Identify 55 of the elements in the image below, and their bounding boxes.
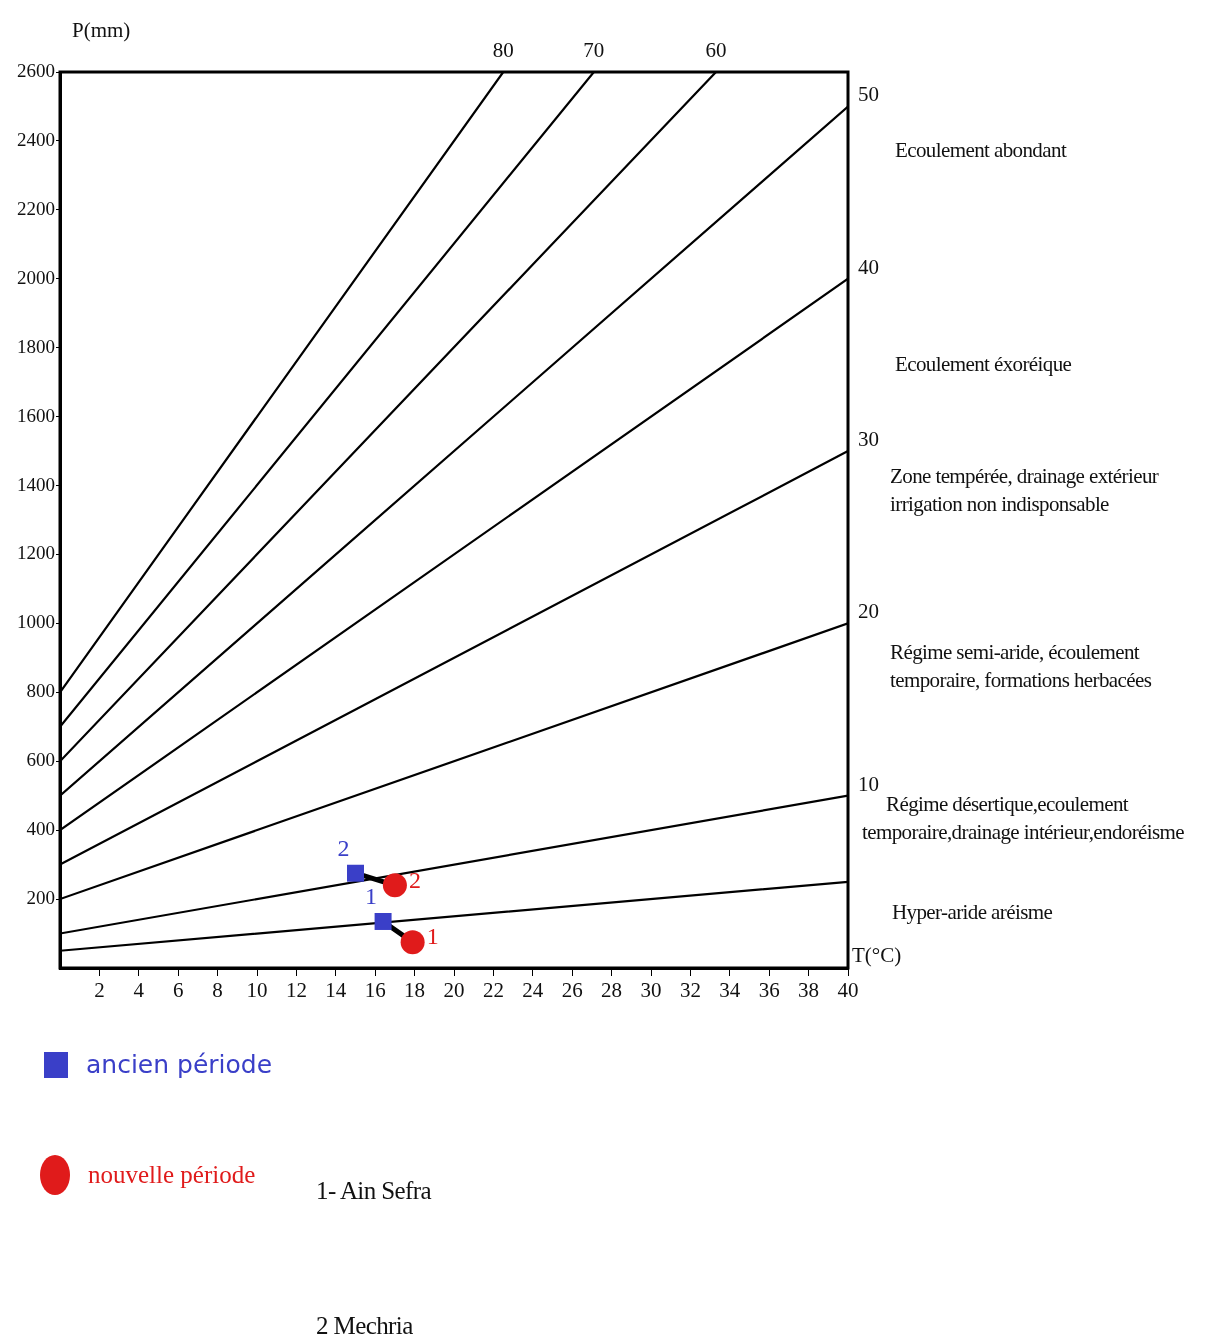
x-axis-title: T(°C) bbox=[852, 942, 902, 967]
text: 2 Mechria bbox=[316, 1311, 414, 1341]
annotation: 2 bbox=[408, 866, 421, 893]
series-label: 80 bbox=[492, 38, 514, 63]
x-tick-label: 36 bbox=[758, 978, 780, 1003]
y-axis-title: P(mm) bbox=[72, 18, 131, 43]
y-tick-label: 1400 bbox=[17, 473, 55, 495]
x-tick-label: 34 bbox=[719, 978, 741, 1003]
y-tick-label: 2400 bbox=[17, 128, 55, 150]
x-tick-label: 26 bbox=[561, 978, 583, 1003]
series-label: 70 bbox=[583, 38, 605, 63]
x-tick-label: 10 bbox=[246, 978, 268, 1003]
series-label: 30 bbox=[858, 427, 879, 452]
x-tick-label: 8 bbox=[212, 978, 223, 1003]
y-tick-label: 2000 bbox=[17, 266, 55, 288]
x-tick-label: 30 bbox=[640, 978, 662, 1003]
x-tick-label: 16 bbox=[364, 978, 386, 1003]
y-tick-label: 400 bbox=[26, 818, 55, 840]
y-tick-label: 1000 bbox=[17, 611, 55, 633]
x-tick-label: 18 bbox=[404, 978, 426, 1003]
y-tick-label: 800 bbox=[26, 680, 55, 702]
x-tick-label: 22 bbox=[482, 978, 504, 1003]
text: Hyper-aride aréisme bbox=[892, 899, 1054, 926]
x-tick-label: 2 bbox=[94, 978, 105, 1003]
text: Ecoulement éxoréique bbox=[895, 351, 1073, 378]
x-tick-label: 38 bbox=[798, 978, 820, 1003]
x-tick-label: 40 bbox=[837, 978, 859, 1003]
y-tick-label: 1200 bbox=[17, 542, 55, 564]
series-label: 50 bbox=[858, 82, 879, 107]
text: Régime semi-aride, écoulement temporaire, formations herbacées bbox=[890, 639, 1153, 695]
series-label: 40 bbox=[858, 254, 879, 279]
series-label: 60 bbox=[705, 38, 727, 63]
y-tick-label: 2600 bbox=[17, 59, 55, 81]
text: Zone tempérée, drainage extérieur irrigation non indisponsable bbox=[890, 463, 1160, 519]
annotation: 1 bbox=[365, 882, 378, 909]
x-tick-label: 20 bbox=[443, 978, 465, 1003]
y-tick-label: 2200 bbox=[17, 197, 55, 219]
y-tick-label: 1600 bbox=[17, 404, 55, 426]
x-tick-label: 28 bbox=[601, 978, 623, 1003]
y-tick-label: 200 bbox=[26, 887, 55, 909]
x-tick-label: 4 bbox=[133, 978, 145, 1003]
annotation: 2 bbox=[337, 834, 350, 861]
x-tick-label: 6 bbox=[172, 978, 184, 1003]
text: Ecoulement abondant bbox=[895, 137, 1068, 164]
x-tick-label: 12 bbox=[285, 978, 307, 1003]
y-tick-label: 600 bbox=[26, 749, 55, 771]
annotation: 1 bbox=[426, 923, 439, 950]
y-tick-label: 1800 bbox=[17, 335, 55, 357]
text: 1- Ain Sefra bbox=[316, 1176, 433, 1206]
x-tick-label: 14 bbox=[325, 978, 347, 1003]
series-label: 20 bbox=[858, 599, 879, 624]
legend-label: ancien période bbox=[86, 1050, 273, 1079]
x-tick-label: 32 bbox=[679, 978, 701, 1003]
legend-label: nouvelle période bbox=[88, 1161, 256, 1189]
x-tick-label: 24 bbox=[522, 978, 544, 1003]
